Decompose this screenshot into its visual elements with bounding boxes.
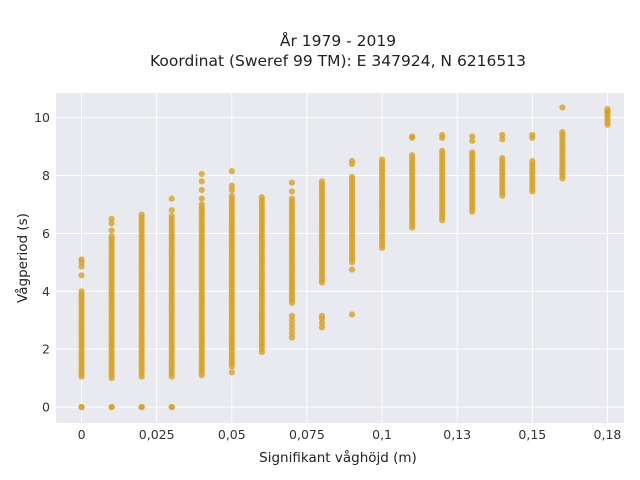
chart-title: År 1979 - 2019 xyxy=(280,31,396,50)
data-point xyxy=(559,104,566,111)
data-point xyxy=(318,312,326,319)
data-point xyxy=(529,131,536,139)
data-point xyxy=(318,178,326,185)
data-point xyxy=(228,182,235,189)
data-point xyxy=(78,256,85,263)
x-tick-label: 0,075 xyxy=(289,427,325,442)
data-point xyxy=(604,108,611,115)
data-point xyxy=(228,369,235,376)
data-point xyxy=(409,133,416,140)
data-point xyxy=(288,325,296,333)
x-tick-label: 0,025 xyxy=(139,427,175,442)
data-point xyxy=(108,233,115,240)
data-point xyxy=(258,194,265,201)
y-tick-label: 6 xyxy=(42,226,50,241)
chart-subtitle: Koordinat (Sweref 99 TM): E 347924, N 62… xyxy=(150,52,526,70)
data-point xyxy=(108,220,115,227)
data-point xyxy=(198,201,205,208)
data-point xyxy=(78,403,85,411)
data-point xyxy=(138,211,145,218)
data-point xyxy=(198,178,205,185)
data-point xyxy=(318,324,326,331)
data-point xyxy=(348,173,356,181)
data-point xyxy=(559,128,566,136)
data-point xyxy=(108,403,115,411)
y-tick-label: 10 xyxy=(34,110,50,125)
data-points xyxy=(78,104,611,411)
data-point xyxy=(198,186,205,194)
data-point xyxy=(108,227,115,234)
x-tick-label: 0,1 xyxy=(372,427,392,442)
y-tick-label: 8 xyxy=(42,168,50,183)
data-point xyxy=(499,155,506,162)
data-point xyxy=(78,288,85,295)
data-point xyxy=(198,195,205,202)
data-point xyxy=(228,186,235,194)
data-point xyxy=(168,195,175,202)
x-tick-label: 0,18 xyxy=(594,427,622,442)
data-point xyxy=(108,215,115,223)
plot-area xyxy=(56,93,624,423)
data-point xyxy=(439,131,446,139)
y-tick-label: 2 xyxy=(42,342,50,357)
x-axis-title: Signifikant våghöjd (m) xyxy=(259,449,417,466)
data-point xyxy=(318,320,326,327)
data-point xyxy=(288,321,296,328)
data-point xyxy=(469,137,476,144)
data-point xyxy=(348,157,356,165)
data-point xyxy=(228,192,235,199)
data-point xyxy=(78,263,85,270)
data-point xyxy=(288,334,296,341)
data-point xyxy=(288,188,296,195)
x-tick-label: 0 xyxy=(78,427,86,442)
y-axis-ticks: 0 2 4 6 8 10 xyxy=(34,110,50,414)
data-point xyxy=(168,403,175,411)
data-point xyxy=(469,133,476,140)
x-tick-label: 0,05 xyxy=(218,427,246,442)
data-point xyxy=(228,168,235,175)
x-axis-ticks: 0 0,025 0,05 0,075 0,1 0,13 0,15 0,18 xyxy=(78,427,622,442)
data-point xyxy=(439,147,446,154)
y-axis-title: Vågperiod (s) xyxy=(14,213,31,303)
data-point xyxy=(409,152,416,159)
data-point xyxy=(499,136,506,143)
data-point xyxy=(198,170,205,178)
y-tick-label: 0 xyxy=(42,400,50,415)
data-point xyxy=(288,195,296,202)
data-point xyxy=(469,149,476,156)
data-point xyxy=(78,272,85,279)
data-point xyxy=(348,266,356,273)
data-point xyxy=(348,311,356,318)
data-point xyxy=(288,317,296,324)
data-point xyxy=(288,312,296,319)
data-point xyxy=(168,212,175,220)
data-point xyxy=(288,179,296,186)
data-point xyxy=(288,330,296,337)
x-tick-label: 0,13 xyxy=(443,427,471,442)
data-point xyxy=(499,131,506,139)
data-point xyxy=(529,157,536,165)
y-tick-label: 4 xyxy=(42,284,50,299)
x-tick-label: 0,15 xyxy=(518,427,546,442)
data-point xyxy=(168,207,175,214)
data-point xyxy=(138,403,145,411)
data-point xyxy=(378,156,386,163)
